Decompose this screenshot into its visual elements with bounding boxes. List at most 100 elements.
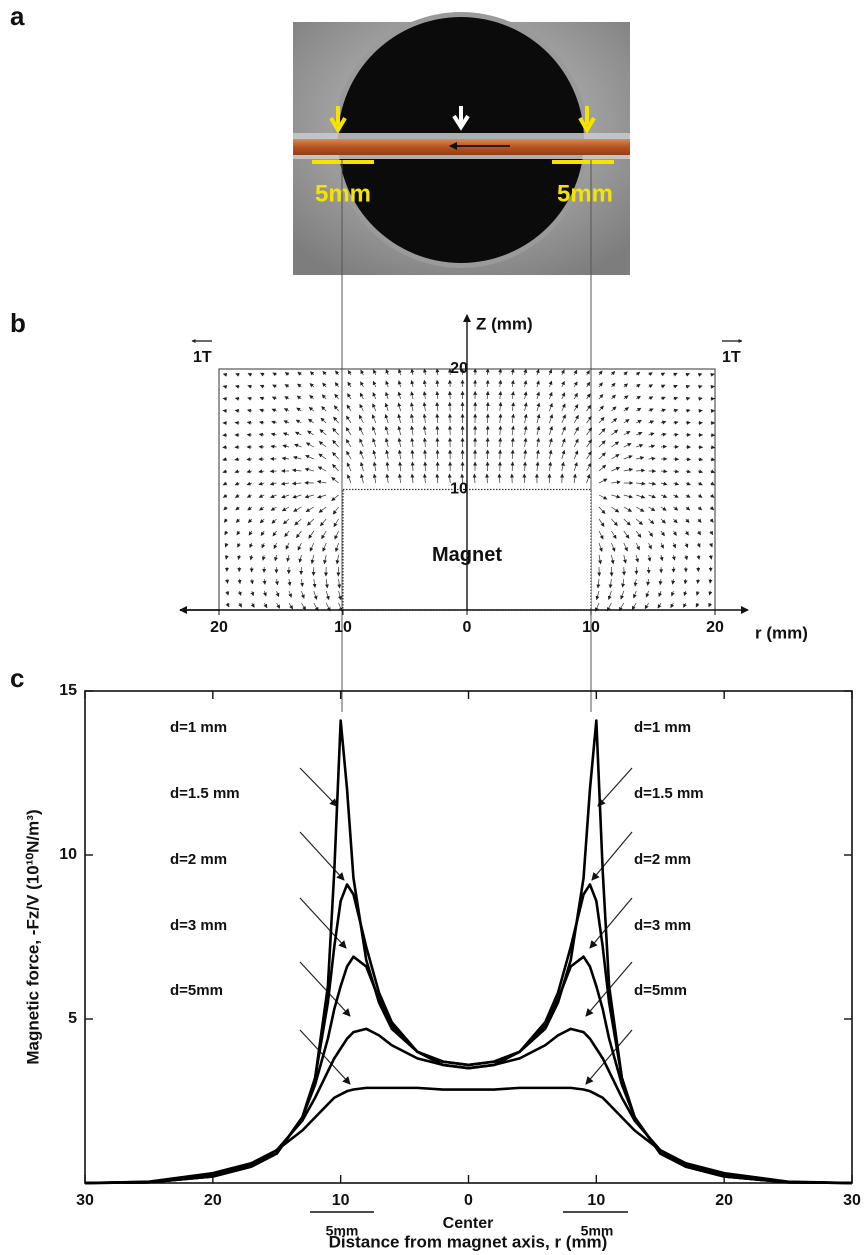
data-line bbox=[84, 883, 853, 1185]
field-arrow bbox=[660, 420, 667, 425]
field-arrow bbox=[633, 578, 638, 587]
field-arrow bbox=[573, 369, 578, 376]
field-arrow bbox=[709, 518, 714, 523]
field-arrow bbox=[359, 392, 364, 400]
field-arrow bbox=[607, 590, 612, 601]
field-arrow bbox=[294, 431, 302, 436]
field-arrow bbox=[485, 368, 490, 376]
field-arrow bbox=[698, 457, 704, 462]
field-arrow bbox=[397, 437, 402, 448]
field-arrow bbox=[323, 554, 328, 565]
field-arrow bbox=[585, 370, 590, 376]
field-arrow bbox=[523, 380, 528, 388]
field-arrow bbox=[384, 402, 389, 412]
field-arrow bbox=[310, 554, 315, 564]
field-arrow bbox=[270, 444, 277, 449]
field-arrow bbox=[271, 396, 277, 401]
field-arrow bbox=[332, 506, 339, 515]
field-arrow bbox=[385, 461, 390, 472]
field-arrow bbox=[410, 449, 415, 460]
field-arrow bbox=[247, 384, 252, 389]
field-arrow bbox=[636, 395, 641, 400]
field-arrow bbox=[673, 396, 679, 401]
field-arrow bbox=[331, 494, 339, 502]
field-arrow bbox=[684, 530, 689, 536]
field-arrow bbox=[282, 444, 290, 449]
field-arrow bbox=[673, 408, 679, 413]
field-arrow bbox=[698, 469, 704, 474]
field-arrow bbox=[320, 417, 327, 424]
field-arrow bbox=[225, 590, 230, 596]
field-arrow bbox=[573, 461, 578, 472]
field-arrow bbox=[238, 602, 242, 608]
field-arrow bbox=[573, 392, 578, 400]
field-arrow bbox=[549, 414, 554, 424]
field-arrow bbox=[372, 380, 377, 388]
field-arrow bbox=[511, 402, 516, 412]
field-arrow bbox=[435, 473, 440, 484]
field-arrow bbox=[536, 413, 541, 424]
field-arrow bbox=[291, 481, 302, 486]
field-arrow bbox=[636, 431, 643, 436]
field-arrow bbox=[294, 518, 302, 526]
field-arrow bbox=[698, 408, 703, 413]
field-arrow bbox=[685, 372, 691, 377]
plot-frame bbox=[84, 690, 853, 1184]
field-arrow bbox=[523, 461, 527, 472]
field-arrow bbox=[247, 506, 253, 511]
field-arrow bbox=[536, 402, 541, 412]
field-arrow bbox=[246, 420, 252, 425]
field-arrow bbox=[611, 418, 618, 424]
field-arrow bbox=[281, 456, 290, 461]
field-arrow bbox=[548, 461, 553, 472]
field-arrow bbox=[658, 578, 663, 586]
field-arrow bbox=[320, 518, 327, 527]
field-arrow bbox=[648, 384, 653, 389]
field-arrow bbox=[673, 518, 678, 524]
field-arrow bbox=[685, 408, 691, 413]
field-arrow bbox=[347, 474, 352, 484]
field-arrow bbox=[259, 384, 265, 389]
field-arrow bbox=[347, 381, 352, 388]
field-arrow bbox=[672, 530, 677, 536]
field-arrow bbox=[384, 437, 389, 448]
field-arrow bbox=[598, 506, 606, 515]
field-arrow bbox=[611, 494, 621, 499]
field-arrow bbox=[635, 530, 642, 538]
field-arrow bbox=[535, 461, 540, 472]
field-arrow bbox=[285, 542, 290, 550]
field-arrow bbox=[648, 506, 656, 512]
field-arrow bbox=[561, 414, 566, 424]
field-arrow bbox=[296, 530, 302, 539]
field-arrow bbox=[359, 450, 364, 460]
field-arrow bbox=[623, 443, 632, 448]
field-arrow bbox=[297, 383, 302, 388]
field-arrow bbox=[397, 449, 402, 460]
annotation: d=3 mm bbox=[170, 917, 227, 934]
field-arrow bbox=[648, 481, 657, 486]
field-arrow bbox=[338, 590, 342, 601]
field-arrow bbox=[598, 554, 603, 565]
field-arrow bbox=[335, 370, 340, 376]
field-arrow bbox=[548, 380, 553, 388]
field-arrow bbox=[308, 418, 315, 424]
field-arrow bbox=[360, 381, 364, 388]
field-arrow bbox=[598, 542, 603, 552]
field-arrow bbox=[645, 590, 650, 598]
field-arrow bbox=[304, 467, 314, 472]
field-arrow bbox=[697, 530, 701, 536]
field-arrow bbox=[246, 494, 252, 498]
field-arrow bbox=[623, 542, 628, 552]
field-arrow bbox=[523, 368, 528, 376]
field-arrow bbox=[250, 590, 255, 597]
field-arrow bbox=[222, 445, 228, 450]
field-arrow bbox=[586, 404, 592, 412]
field-arrow bbox=[710, 457, 716, 462]
field-scale-label: 1T bbox=[722, 349, 741, 366]
field-arrow bbox=[611, 394, 616, 400]
field-arrow bbox=[335, 554, 340, 565]
field-arrow bbox=[223, 518, 228, 523]
field-arrow bbox=[695, 602, 700, 608]
field-arrow bbox=[259, 396, 265, 401]
field-arrow bbox=[611, 429, 619, 436]
